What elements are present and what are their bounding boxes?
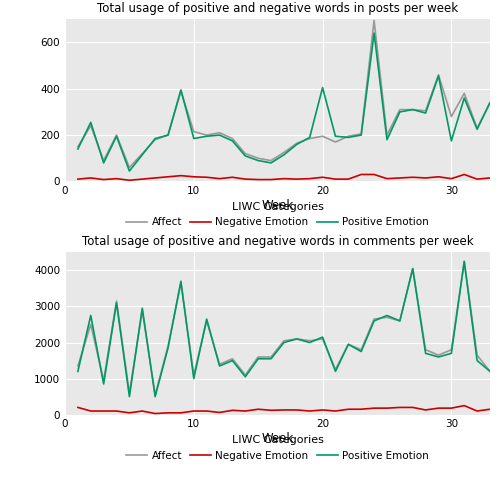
X-axis label: Week: Week (262, 432, 294, 445)
Legend: Affect, Negative Emotion, Positive Emotion: Affect, Negative Emotion, Positive Emoti… (122, 432, 432, 465)
Legend: Affect, Negative Emotion, Positive Emotion: Affect, Negative Emotion, Positive Emoti… (122, 198, 432, 232)
Title: Total usage of positive and negative words in posts per week: Total usage of positive and negative wor… (97, 2, 458, 15)
X-axis label: Week: Week (262, 199, 294, 212)
Title: Total usage of positive and negative words in comments per week: Total usage of positive and negative wor… (82, 236, 473, 249)
